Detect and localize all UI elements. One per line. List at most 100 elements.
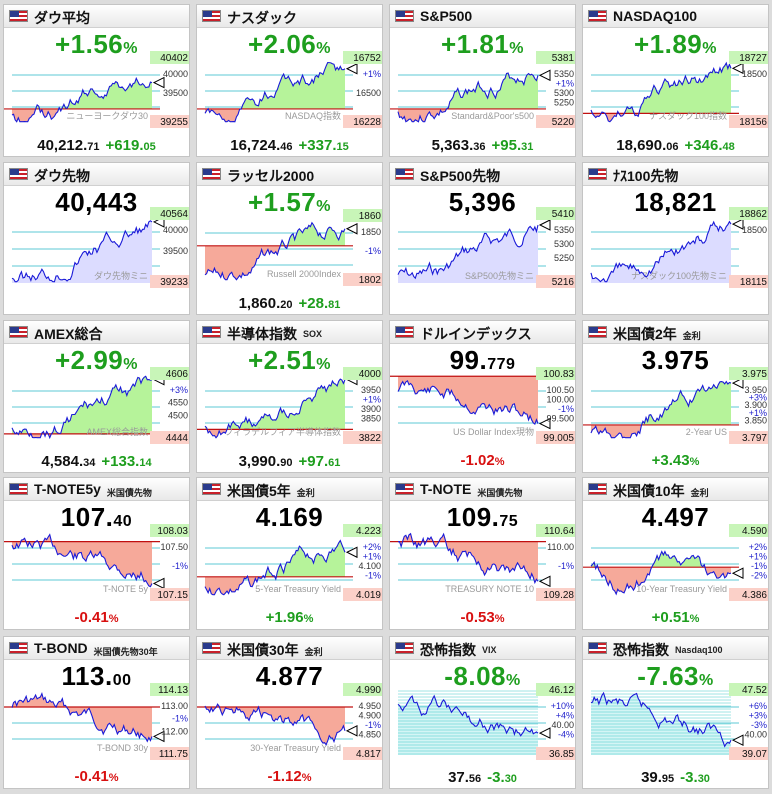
price-value: 1,860.20: [238, 295, 293, 312]
hi-label: 4606: [166, 369, 189, 380]
axis-tick-label: -1%: [558, 561, 574, 571]
last-price-marker: [731, 218, 744, 230]
card-header: 米国債10年 金利: [583, 478, 768, 501]
axis-tick-label: 3900: [361, 404, 381, 414]
market-card[interactable]: ダウ平均 +1.56% ニューヨークダウ30 40402 39255 40000 395…: [3, 4, 190, 157]
price-line: [397, 72, 539, 123]
market-card[interactable]: AMEX総合 +2.99% AMEX総合指数 4606 4444 +3% 4550 450…: [3, 320, 190, 473]
market-card[interactable]: 米国債10年 金利 4.497 10-Year Treasury Yield 4.…: [582, 477, 769, 630]
price-line: [397, 532, 539, 585]
axis-tick-label: -1%: [365, 571, 381, 581]
axis-tick-label: 18500: [742, 225, 767, 235]
card-title: 恐怖指数: [613, 642, 669, 658]
card-header: ダウ先物: [4, 163, 189, 186]
card-title: T-NOTE5y: [34, 481, 101, 497]
axis-tick-label: 3.900: [744, 400, 767, 410]
price-change: +95.31: [491, 137, 534, 154]
lo-label-bg: [536, 588, 575, 601]
market-card[interactable]: T-NOTE5y 米国債先物 107.40 T-NOTE 5y 108.03 107…: [3, 477, 190, 630]
lo-label-bg: [729, 747, 768, 760]
card-title: 半導体指数: [227, 326, 297, 342]
hi-label-bg: [343, 209, 382, 222]
hi-label: 46.12: [549, 685, 574, 696]
hi-label: 47.52: [742, 685, 767, 696]
axis-tick-label: 1850: [361, 227, 381, 237]
price-line: [397, 694, 539, 737]
market-card[interactable]: ドルインデックス 99.779 US Dollar Index現物 100.83 9…: [389, 320, 576, 473]
mini-chart: T-NOTE 5y 108.03 107.15 107.50 -1%: [4, 524, 189, 601]
axis-tick-label: +1%: [749, 552, 767, 562]
lo-label-bg: [150, 275, 189, 288]
mini-chart: T-BOND 30y 114.13 111.75 113.00 -1% 112.00: [4, 683, 189, 760]
axis-tick-label: 99.500: [546, 414, 574, 424]
chart-area-above: [591, 551, 731, 568]
market-card[interactable]: 米国債30年 金利 4.877 30-Year Treasury Yield 4.…: [196, 636, 383, 789]
market-card[interactable]: 半導体指数 SOX +2.51% フィラデルフィア半導体指数 4000 3822 39…: [196, 320, 383, 473]
card-title: ﾅｽ100先物: [613, 168, 679, 184]
last-price-marker: [731, 567, 744, 580]
card-header: 米国債5年 金利: [197, 478, 382, 501]
axis-tick-label: 18500: [742, 69, 767, 79]
lo-label-bg: [343, 588, 382, 601]
axis-tick-label: 16500: [356, 88, 381, 98]
market-card[interactable]: T-BOND 米国債先物30年 113.00 T-BOND 30y 114.13 1…: [3, 636, 190, 789]
hi-label-bg: [536, 683, 575, 696]
price-line: [590, 220, 732, 283]
chart-area: [398, 695, 538, 755]
market-card[interactable]: ダウ先物 40,443 ダウ先物ミニ 40564 39233 40000 39500: [3, 162, 190, 315]
market-card[interactable]: 米国債2年 金利 3.975 2-Year US 3.975 3.797 3.950 +…: [582, 320, 769, 473]
headline-value: 3.975: [641, 345, 710, 375]
market-card[interactable]: ﾅｽ100先物 18,821 ナスダック100先物ミニ 18862 18115 185…: [582, 162, 769, 315]
chart-watermark: フィラデルフィア半導体指数: [224, 426, 341, 437]
price-line: [590, 691, 732, 748]
axis-tick-label: 4500: [168, 410, 188, 420]
market-card[interactable]: 恐怖指数 VIX -8.08% 46.12 36.85 +10% +4% 40.00 -4…: [389, 636, 576, 789]
card-header: ラッセル2000: [197, 163, 382, 186]
chart-area-below: [12, 541, 152, 587]
price-row: 40,212.71 +619.05: [4, 137, 189, 154]
axis-tick-label: +10%: [551, 701, 574, 711]
lo-label-bg: [150, 588, 189, 601]
market-card[interactable]: S&P500 +1.81% Standard&Poor's500 5381 5220…: [389, 4, 576, 157]
card-subtitle: VIX: [481, 645, 497, 655]
chart-area: [591, 221, 731, 283]
market-card[interactable]: T-NOTE 米国債先物 109.75 TREASURY NOTE 10 110.…: [389, 477, 576, 630]
lo-label: 4.019: [356, 590, 381, 601]
price-value: 40,212.71: [37, 137, 100, 154]
market-card[interactable]: NASDAQ100 +1.89% ナスダック100指数 18727 18156 185…: [582, 4, 769, 157]
mini-chart: 10-Year Treasury Yield 4.590 4.386 +2%+1%-1…: [583, 524, 768, 601]
axis-tick-label: +1%: [363, 395, 381, 405]
market-card[interactable]: ラッセル2000 +1.57% Russell 2000Index 1860 180…: [196, 162, 383, 315]
card-subtitle: 米国債先物: [106, 488, 152, 498]
price-line: [397, 224, 539, 280]
hi-label-bg: [150, 51, 189, 64]
market-card[interactable]: ナスダック +2.06% NASDAQ指数 16752 16228 +1% 16500 …: [196, 4, 383, 157]
card-title: T-NOTE: [420, 481, 472, 497]
hi-label-bg: [729, 367, 768, 380]
market-card[interactable]: S&P500先物 5,396 S&P500先物ミニ 5410 5216 5350 530…: [389, 162, 576, 315]
axis-tick-label: -1%: [172, 561, 188, 571]
lo-label-bg: [343, 747, 382, 760]
axis-tick-label: 5300: [554, 88, 574, 98]
card-header: T-NOTE5y 米国債先物: [4, 478, 189, 501]
us-flag-icon: [202, 10, 221, 22]
chart-area-below: [205, 707, 345, 745]
us-flag-icon: [395, 642, 414, 654]
price-row: 18,690.06 +346.48: [583, 137, 768, 154]
hi-label: 40402: [160, 53, 188, 64]
last-price-marker: [538, 417, 551, 430]
axis-tick-label: 5250: [554, 253, 574, 263]
hi-label-bg: [343, 683, 382, 696]
axis-tick-label: 4.850: [358, 730, 381, 740]
market-card[interactable]: 恐怖指数 Nasdaq100 -7.63% 47.52 39.07 +6% +3% -3…: [582, 636, 769, 789]
lo-label-bg: [536, 747, 575, 760]
hi-label-bg: [150, 367, 189, 380]
axis-tick-label: 112.00: [161, 726, 188, 736]
card-header: ドルインデックス: [390, 321, 575, 344]
market-card[interactable]: 米国債5年 金利 4.169 5-Year Treasury Yield 4.22…: [196, 477, 383, 630]
lo-label-bg: [729, 275, 768, 288]
axis-tick-label: +6%: [749, 701, 767, 711]
headline-value: -8.08%: [444, 661, 521, 691]
card-header: 米国債30年 金利: [197, 637, 382, 660]
axis-tick-label: -1%: [365, 720, 381, 730]
